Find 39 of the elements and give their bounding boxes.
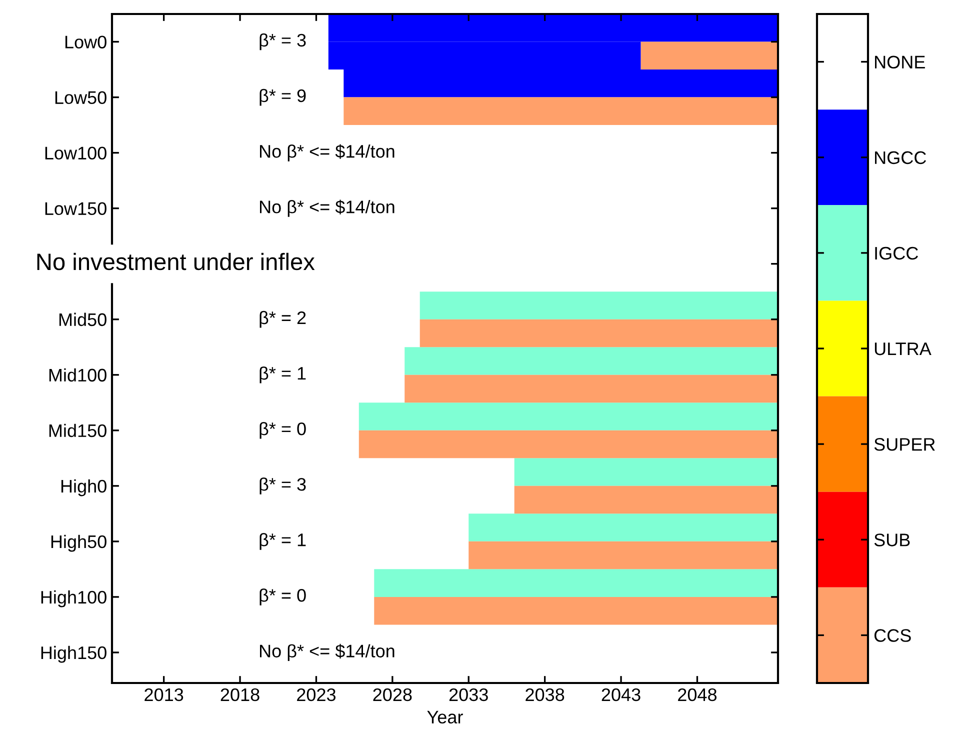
x-tick-label: 2048 [678, 688, 717, 702]
y-tick-label: High150 [41, 646, 106, 663]
annotation: β* = 1 [260, 533, 306, 550]
x-tick-label: 2013 [144, 688, 184, 702]
category-label: CCS [874, 629, 911, 642]
x-tick-label: 2033 [449, 688, 488, 702]
y-tick-label: Mid150 [49, 424, 106, 438]
annotation: No β* <= $14/ton [260, 144, 394, 162]
category-label: SUB [874, 534, 910, 546]
annotation: β* = 0 [260, 588, 306, 606]
x-tick-label: 2018 [220, 688, 260, 702]
y-tick-label: High50 [51, 534, 106, 552]
annotation: No β* <= $14/ton [260, 200, 394, 217]
y-tick-label: Mid100 [49, 368, 106, 382]
x-axis-title: Year [427, 710, 463, 724]
annotation: β* = 9 [260, 88, 306, 106]
x-tick-label: 2043 [602, 688, 640, 702]
annotation: No investment under inflex [37, 252, 315, 270]
y-tick-label: Low50 [55, 91, 106, 104]
annotation: β* = 2 [260, 310, 306, 328]
category-label: IGCC [875, 246, 918, 260]
y-tick-label: High0 [61, 479, 106, 496]
y-tick-label: High100 [41, 590, 106, 608]
annotation: β* = 3 [260, 33, 306, 50]
category-label: SUPER [874, 438, 935, 451]
category-label: NGCC [875, 151, 926, 164]
x-tick-label: 2038 [526, 688, 564, 702]
x-tick-label: 2028 [373, 688, 412, 702]
category-label: NONE [875, 56, 925, 69]
y-tick-label: Low0 [65, 36, 106, 48]
annotation: β* = 3 [260, 477, 306, 494]
category-label: ULTRA [874, 342, 932, 356]
x-tick-label: 2023 [297, 688, 336, 702]
y-tick-label: Low150 [45, 202, 106, 216]
annotation: No β* <= $14/ton [260, 644, 394, 662]
annotation: β* = 1 [260, 366, 306, 384]
y-tick-label: Low100 [45, 146, 106, 160]
annotation: β* = 0 [260, 422, 306, 439]
y-tick-label: Mid50 [59, 312, 106, 326]
